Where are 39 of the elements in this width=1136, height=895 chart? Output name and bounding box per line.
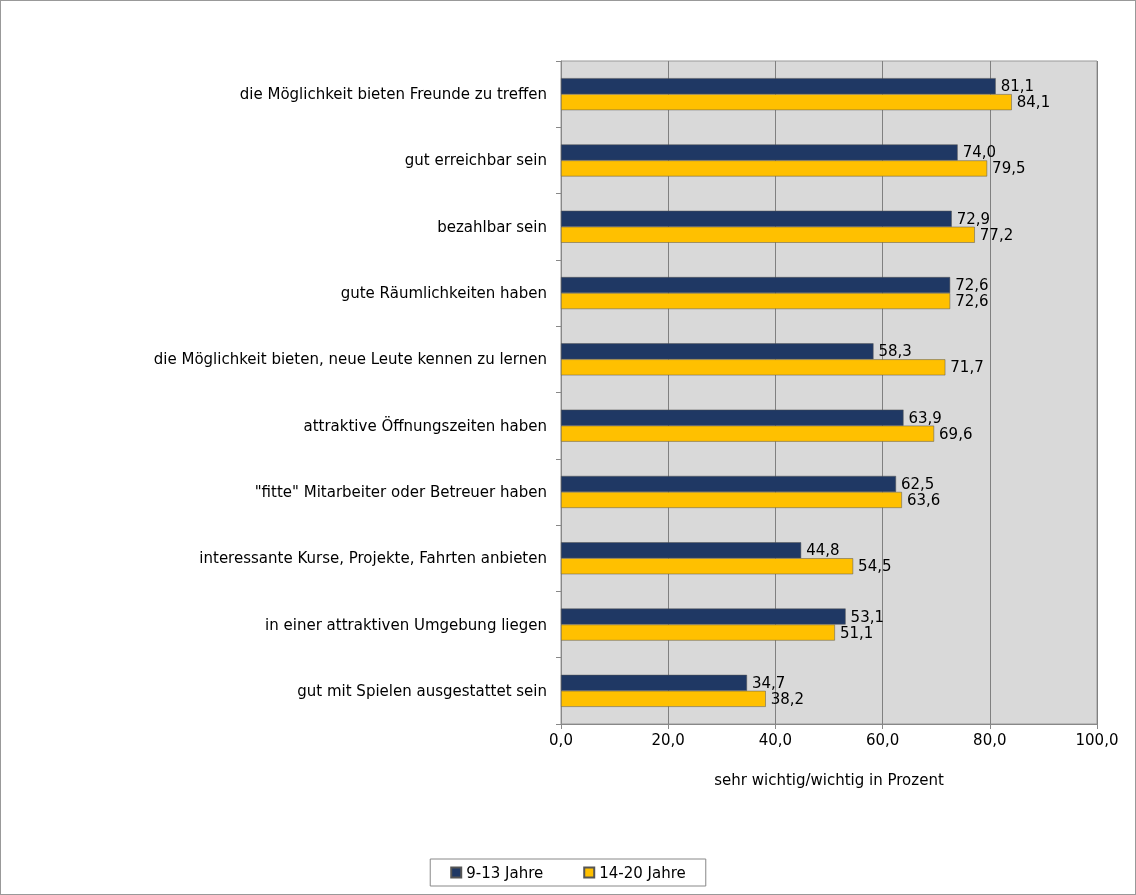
x-tick-label: 60,0 bbox=[865, 730, 900, 749]
data-label: 62,5 bbox=[901, 474, 935, 493]
data-label: 71,7 bbox=[950, 358, 984, 377]
data-label: 53,1 bbox=[850, 607, 885, 626]
x-tick-label: 40,0 bbox=[758, 730, 793, 749]
x-axis-title: sehr wichtig/wichtig in Prozent bbox=[714, 770, 944, 789]
legend-label: 14-20 Jahre bbox=[599, 863, 686, 882]
data-label: 63,6 bbox=[906, 490, 941, 509]
y-tick-label: in einer attraktiven Umgebung liegen bbox=[265, 615, 547, 634]
y-tick-label: die Möglichkeit bieten, neue Leute kennen zu lernen bbox=[153, 350, 547, 369]
y-tick-label: attraktive Öffnungszeiten haben bbox=[303, 415, 547, 435]
data-label: 77,2 bbox=[979, 225, 1014, 244]
data-label: 34,7 bbox=[751, 673, 786, 692]
y-tick-label: gut mit Spielen ausgestattet sein bbox=[297, 681, 547, 700]
y-tick-label: gute Räumlichkeiten haben bbox=[340, 284, 547, 303]
legend-label: 9-13 Jahre bbox=[466, 863, 544, 882]
data-label: 51,1 bbox=[839, 623, 874, 642]
y-tick-label: interessante Kurse, Projekte, Fahrten anbieten bbox=[199, 549, 547, 568]
data-label: 44,8 bbox=[806, 541, 840, 560]
data-label: 84,1 bbox=[1016, 93, 1051, 112]
data-label: 38,2 bbox=[770, 689, 805, 708]
data-label: 54,5 bbox=[858, 557, 892, 576]
y-tick-label: gut erreichbar sein bbox=[404, 151, 547, 170]
data-label: 58,3 bbox=[878, 342, 912, 361]
data-label: 63,9 bbox=[908, 408, 942, 427]
x-tick-label: 80,0 bbox=[973, 730, 1007, 749]
y-tick-label: bezahlbar sein bbox=[437, 217, 547, 236]
data-label: 72,6 bbox=[955, 292, 989, 311]
y-tick-label: "fitte" Mitarbeiter oder Betreuer haben bbox=[254, 482, 547, 501]
data-label: 72,6 bbox=[955, 276, 989, 295]
x-tick-label: 100,0 bbox=[1075, 730, 1119, 749]
data-label: 72,9 bbox=[956, 209, 991, 228]
data-label: 69,6 bbox=[939, 424, 973, 443]
x-tick-label: 20,0 bbox=[651, 730, 685, 749]
data-label: 74,0 bbox=[962, 143, 997, 162]
x-tick-label: 0,0 bbox=[549, 730, 573, 749]
data-label: 79,5 bbox=[992, 159, 1026, 178]
y-tick-label: die Möglichkeit bieten Freunde zu treffen bbox=[239, 85, 547, 104]
data-label: 81,1 bbox=[1000, 77, 1035, 96]
